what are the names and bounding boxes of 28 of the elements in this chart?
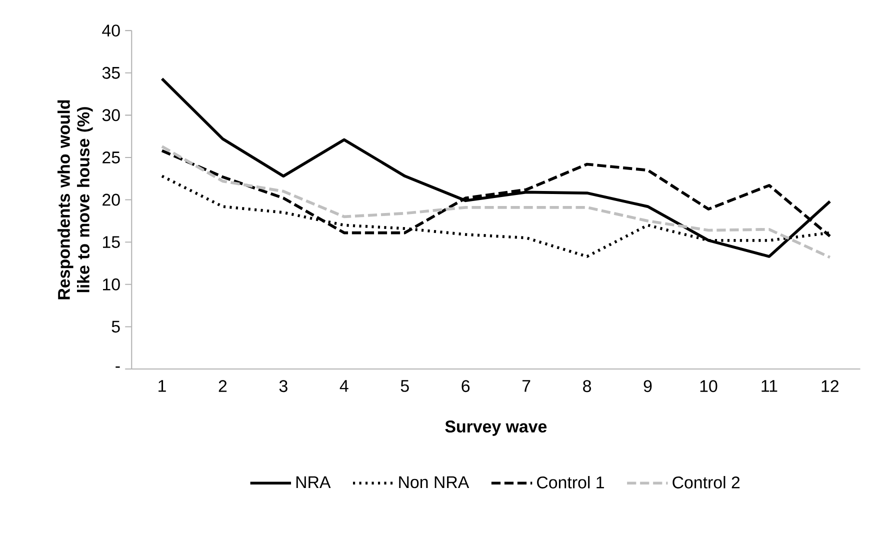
x-tick-label: 10: [700, 380, 718, 392]
x-tick-label: 6: [462, 380, 470, 392]
x-tick-label: 12: [822, 380, 838, 392]
legend-label: Control 1: [537, 476, 604, 488]
y-tick-label: 40: [102, 24, 120, 37]
y-tick-label: 5: [112, 320, 120, 333]
line-series: [160, 77, 832, 258]
y-tick-label: 15: [103, 236, 120, 248]
x-tick-label: 9: [644, 380, 652, 392]
y-tick-label: 20: [102, 194, 120, 206]
x-tick-label: 11: [762, 380, 778, 392]
y-tick-label: 35: [102, 66, 120, 79]
y-tick-label: 10: [103, 278, 120, 290]
x-tick-label: 5: [400, 380, 409, 392]
x-tick-label: 1: [158, 380, 166, 392]
y-tick-label: 30: [102, 109, 120, 122]
y-tick-label: 25: [102, 152, 120, 164]
x-axis-title: Survey wave: [445, 420, 547, 436]
x-tick-label: 4: [340, 380, 348, 392]
x-tick-label: 7: [522, 380, 530, 392]
legend-label: Control 2: [672, 476, 740, 488]
y-tick-label: -: [116, 366, 120, 368]
x-tick-label: 8: [583, 380, 591, 392]
x-tick-label: 3: [279, 380, 288, 392]
legend-label: NRA: [296, 476, 331, 488]
x-tick-label: 2: [218, 380, 227, 392]
legend-label: Non NRA: [399, 476, 470, 488]
y-axis-title: Respondents who would like to move house (%): [57, 100, 93, 300]
